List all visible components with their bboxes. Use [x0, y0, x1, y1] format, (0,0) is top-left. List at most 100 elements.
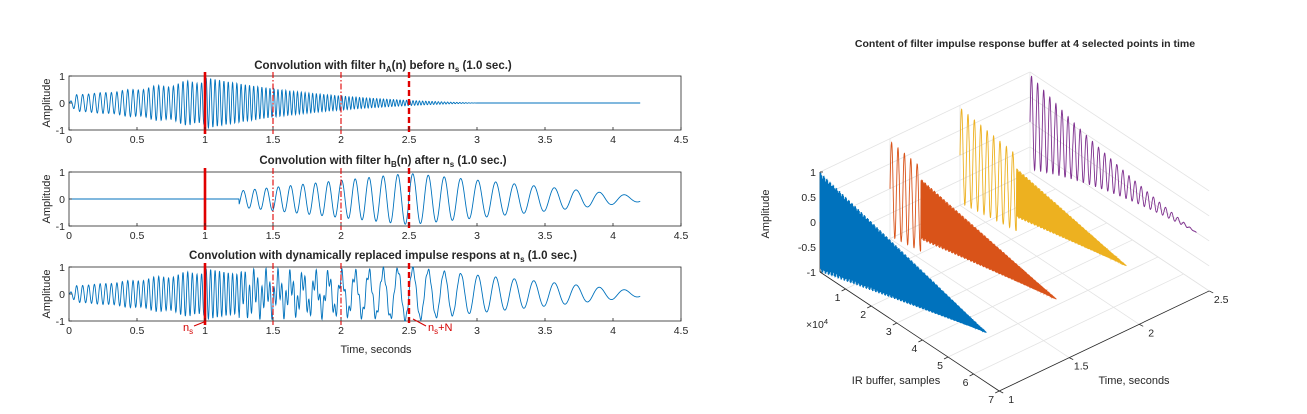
ytick-label: -1 [56, 221, 65, 233]
x-exponent-3d: ×104 [806, 317, 828, 331]
ytick-mark-3d [999, 390, 1004, 394]
ytick-mark-3d [1139, 323, 1144, 327]
title-top: Convolution with filter hA(n) before ns … [254, 60, 512, 74]
xtick-label: 3 [474, 325, 480, 337]
panel-3d: 1 2 3 4 5 6 7 1 1.5 2 2.5 -1 -0.5 0 0.5 1 [798, 71, 1229, 406]
ylabel-middle: Amplitude [41, 175, 53, 224]
xtick-mark-3d [867, 305, 872, 309]
xlabel-bottom: Time, seconds [340, 344, 412, 356]
xtick-label-3d: 3 [886, 326, 892, 338]
xtick-label: 1.5 [266, 325, 281, 337]
xtick-label: 0.5 [130, 325, 145, 337]
xtick-label-3d: 4 [911, 343, 917, 355]
xtick-mark-3d [841, 288, 846, 292]
xtick-label: 3 [474, 134, 480, 146]
grid-line [1029, 171, 1210, 292]
annotation-ns: ns [183, 322, 193, 336]
plot-area-bottom [68, 266, 682, 322]
title-bottom: Convolution with dynamically replaced im… [189, 250, 577, 264]
annotation-ns-plus-n-arrow [412, 318, 427, 327]
ytick-label: -1 [56, 125, 65, 137]
xtick-label: 3.5 [538, 325, 553, 337]
xtick-label-3d: 6 [963, 377, 969, 389]
xtick-label: 2 [338, 325, 344, 337]
xtick-label: 3.5 [538, 134, 553, 146]
series-line-t1 [819, 172, 987, 333]
grid-line [1029, 71, 1210, 192]
ztick-label-3d: 1 [810, 167, 816, 179]
grid-line [959, 204, 1140, 325]
xtick-label: 1 [202, 325, 208, 337]
xtick-mark-3d [918, 339, 923, 343]
xtick-label: 4.5 [674, 134, 689, 146]
ytick-label: 0 [59, 194, 65, 206]
xtick-label: 0 [66, 134, 72, 146]
xtick-mark-3d [969, 373, 974, 377]
grid-line [973, 273, 1184, 375]
zlabel-3d: Amplitude [760, 190, 772, 239]
grid-line [947, 256, 1159, 358]
series-line-t1.5 [889, 141, 1057, 300]
ytick-mark-3d [1209, 290, 1214, 294]
xtick-label-3d: 7 [988, 394, 994, 406]
xtick-label: 1 [202, 134, 208, 146]
xtick-label-3d: 2 [860, 309, 866, 321]
title-middle: Convolution with filter hB(n) after ns (… [259, 155, 506, 169]
annotation-ns-arrow [193, 321, 205, 327]
panel-middle: 0 0.5 1 1.5 2 2.5 3 3.5 4 4.5-101 [56, 167, 689, 242]
xtick-label: 1.5 [266, 230, 281, 242]
grid-line [889, 238, 1070, 358]
xtick-label: 0.5 [130, 230, 145, 242]
xlabel-3d: IR buffer, samples [852, 375, 941, 387]
ytick-label-3d: 2 [1148, 327, 1154, 339]
xtick-label: 4 [610, 230, 616, 242]
ylabel-3d: Time, seconds [1098, 375, 1170, 387]
xtick-label: 1.5 [266, 134, 281, 146]
xtick-label: 4.5 [674, 230, 689, 242]
xtick-mark-3d [995, 390, 1000, 394]
xtick-label: 2 [338, 134, 344, 146]
xtick-mark-3d [892, 322, 897, 326]
ytick-label: 1 [59, 167, 65, 179]
ytick-label-3d: 1.5 [1074, 361, 1089, 373]
xtick-label: 0 [66, 325, 72, 337]
grid-line [922, 239, 1133, 341]
xtick-label: 0 [66, 230, 72, 242]
xtick-label: 4 [610, 134, 616, 146]
panel-top: 0 0.5 1 1.5 2 2.5 3 3.5 4 4.5-101 [56, 71, 689, 146]
ylabel-top: Amplitude [41, 79, 53, 128]
xtick-label: 2 [338, 230, 344, 242]
xtick-label: 2.5 [402, 230, 417, 242]
xtick-label: 2.5 [402, 325, 417, 337]
signal-line-top [68, 77, 641, 130]
ytick-label: -1 [56, 316, 65, 328]
xtick-label: 1 [202, 230, 208, 242]
grid-line [1029, 96, 1210, 217]
signal-line-middle [69, 173, 641, 225]
ytick-label-3d: 2.5 [1214, 294, 1229, 306]
ztick-label-3d: 0 [810, 217, 816, 229]
ztick-label-3d: -1 [807, 267, 816, 279]
ytick-label: 1 [59, 71, 65, 83]
xtick-label: 4 [610, 325, 616, 337]
ytick-label: 1 [59, 262, 65, 274]
grid-line [819, 71, 1031, 173]
xtick-label: 3.5 [538, 230, 553, 242]
series-line-t2.5 [1029, 75, 1197, 233]
ytick-label: 0 [59, 289, 65, 301]
annotation-ns-plus-n: ns+N [428, 322, 453, 336]
panel-bottom: 0 0.5 1 1.5 2 2.5 3 3.5 4 4.5-101 [56, 262, 689, 337]
signal-line-bottom [68, 266, 641, 322]
grid-line [819, 121, 1031, 223]
grid-line [819, 96, 1031, 198]
xtick-mark-3d [943, 356, 949, 360]
ztick-label-3d: 0.5 [801, 192, 816, 204]
ytick-label-3d: 1 [1008, 394, 1014, 406]
xtick-label-3d: 5 [937, 360, 943, 372]
ytick-label: 0 [59, 98, 65, 110]
ytick-mark-3d [1069, 357, 1074, 361]
xtick-label: 0.5 [130, 134, 145, 146]
xtick-label: 2.5 [402, 134, 417, 146]
x-axis-3d [819, 271, 1000, 392]
